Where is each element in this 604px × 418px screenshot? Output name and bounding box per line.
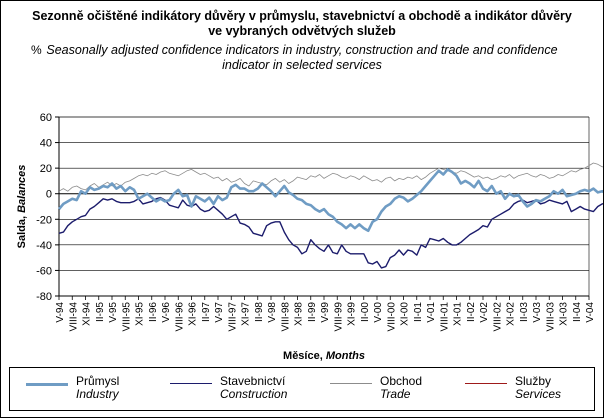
series-line-construction (58, 196, 603, 269)
y-tick-label: -60 (36, 265, 52, 277)
y-tick-label: 60 (40, 112, 52, 124)
x-tick-label: XI-97 (241, 302, 252, 326)
legend-swatch-services (465, 383, 507, 384)
series-line-industry (58, 168, 603, 233)
legend-label-services: Služby Services (515, 375, 561, 401)
y-tick-label: 40 (40, 138, 52, 150)
legend-label-construction: Stavebnictví Construction (220, 375, 287, 401)
legend: Průmysl Industry Stavebnictví Constructi… (9, 367, 595, 411)
x-tick-label: V-94 (55, 302, 66, 323)
y-axis-title: Salda, Balances (16, 165, 28, 249)
y-tick-label: 20 (40, 163, 52, 175)
series-line-trade (58, 162, 603, 192)
x-tick-label: II-98 (254, 302, 265, 322)
x-tick-label: XI-03 (559, 302, 570, 326)
x-tick-label: II-02 (466, 302, 477, 322)
x-tick-label: II-99 (307, 302, 318, 322)
legend-item-services: Služby Services (465, 375, 585, 405)
x-tick-label: V-97 (214, 302, 225, 323)
legend-swatch-trade (330, 383, 372, 384)
x-tick-label: V-98 (267, 302, 278, 323)
x-tick-label: II-03 (519, 302, 530, 322)
chart-title-english: Seasonally adjusted confidence indicator… (46, 43, 558, 72)
x-tick-label: XI-02 (506, 302, 517, 326)
x-tick-label: VIII-94 (68, 302, 79, 332)
x-tick-label: XI-94 (82, 302, 93, 326)
x-tick-label: VIII-96 (174, 302, 185, 332)
legend-item-trade: Obchod Trade (330, 375, 450, 405)
x-tick-label: II-04 (572, 302, 583, 322)
x-tick-label: V-95 (108, 302, 119, 323)
x-tick-label: XI-00 (400, 302, 411, 326)
y-tick-label: 0 (46, 189, 52, 201)
x-tick-label: XI-95 (135, 302, 146, 326)
x-tick-label: VIII-03 (545, 302, 556, 332)
x-tick-label: XI-96 (188, 302, 199, 326)
x-tick-label: II-96 (148, 302, 159, 322)
x-tick-label: XI-99 (347, 302, 358, 326)
x-tick-label: V-99 (320, 302, 331, 323)
x-tick-label: V-02 (479, 302, 490, 323)
x-tick-label: II-01 (413, 302, 424, 322)
legend-trade-cz: Obchod (380, 374, 423, 388)
y-tick-label: -40 (36, 240, 52, 252)
chart-title-czech: Sezonně očištěné indikátory důvěry v prů… (32, 9, 572, 38)
x-tick-label: VIII-98 (280, 302, 291, 332)
legend-construction-en: Construction (220, 387, 288, 401)
x-tick-label: II-97 (201, 302, 212, 322)
unit-label: % (31, 43, 42, 57)
x-tick-label: VIII-99 (333, 302, 344, 332)
x-tick-label: V-00 (373, 302, 384, 323)
legend-services-en: Services (515, 387, 562, 401)
legend-industry-cz: Průmysl (76, 374, 120, 388)
x-tick-label: V-04 (585, 302, 596, 323)
x-tick-label: XI-01 (453, 302, 464, 326)
legend-swatch-construction (170, 383, 212, 384)
x-tick-label: VIII-95 (121, 302, 132, 332)
legend-construction-cz: Stavebnictví (220, 374, 286, 388)
x-tick-label: V-96 (161, 302, 172, 323)
legend-trade-en: Trade (380, 387, 411, 401)
legend-label-trade: Obchod Trade (380, 375, 422, 401)
legend-industry-en: Industry (76, 387, 119, 401)
legend-services-cz: Služby (515, 374, 552, 388)
legend-item-construction: Stavebnictví Construction (170, 375, 310, 405)
x-tick-label: VIII-02 (492, 302, 503, 332)
legend-label-industry: Průmysl Industry (76, 375, 119, 401)
x-tick-label: VIII-97 (227, 302, 238, 332)
x-tick-label: II-00 (360, 302, 371, 322)
x-tick-label: V-03 (532, 302, 543, 323)
y-tick-label: -20 (36, 214, 52, 226)
x-tick-label: VIII-00 (386, 302, 397, 332)
x-tick-label: V-01 (426, 302, 437, 323)
x-axis-title: Měsíce, Months (283, 350, 365, 362)
x-tick-label: XI-98 (294, 302, 305, 326)
legend-item-industry: Průmysl Industry (26, 375, 146, 405)
legend-swatch-industry (26, 383, 68, 386)
x-tick-label: VIII-01 (439, 302, 450, 332)
x-tick-label: II-95 (95, 302, 106, 322)
y-tick-label: -80 (36, 291, 52, 303)
